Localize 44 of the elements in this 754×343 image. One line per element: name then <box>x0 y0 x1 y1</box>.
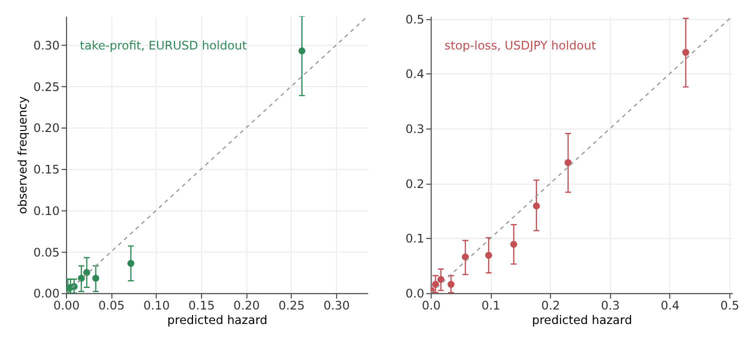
x-tick-label: 0.20 <box>233 298 260 312</box>
y-tick-label: 0.4 <box>406 67 424 82</box>
point <box>92 274 100 282</box>
x-tick-label: 0.4 <box>660 298 680 312</box>
y-tick-label: 0.1 <box>406 232 424 246</box>
point <box>682 48 690 56</box>
x-tick-label: 0.30 <box>323 298 350 312</box>
point <box>532 202 540 210</box>
y-tick-label: 0.0 <box>406 286 424 301</box>
point <box>485 252 492 259</box>
y-tick-label: 0.25 <box>33 80 60 94</box>
annotation: stop-loss, USDJPY holdout <box>444 38 596 53</box>
y-tick-label: 0.15 <box>33 162 60 177</box>
x-tick-label: 0.10 <box>143 298 170 312</box>
x-tick-label: 0.0 <box>422 298 441 312</box>
point <box>510 240 518 248</box>
x-axis-title: predicted hazard <box>167 313 268 328</box>
y-tick-label: 0.30 <box>33 38 60 53</box>
x-axis-title: predicted hazard <box>532 313 632 328</box>
annotation: take-profit, EURUSD holdout <box>80 38 248 53</box>
y-tick-label: 0.20 <box>33 121 60 136</box>
point <box>448 280 455 288</box>
y-axis-title: observed frequency <box>15 96 30 214</box>
x-tick-label: 0.05 <box>98 298 125 312</box>
y-tick-label: 0.00 <box>33 286 60 301</box>
y-tick-label: 0.5 <box>406 12 424 26</box>
y-tick-label: 0.3 <box>406 122 424 136</box>
y-tick-label: 0.10 <box>33 204 60 218</box>
x-tick-label: 0.3 <box>600 298 620 312</box>
point <box>564 159 572 166</box>
x-tick-label: 0.15 <box>188 298 215 312</box>
x-tick-label: 0.25 <box>278 298 305 312</box>
point <box>83 269 90 276</box>
y-tick-label: 0.2 <box>406 176 424 191</box>
point <box>432 280 439 288</box>
point <box>462 253 469 260</box>
x-tick-label: 0.2 <box>541 298 560 312</box>
x-tick-label: 0.1 <box>482 298 500 312</box>
x-tick-label: 0.00 <box>53 298 80 312</box>
point <box>127 260 134 267</box>
point <box>298 47 306 54</box>
y-tick-label: 0.05 <box>33 245 60 260</box>
x-tick-label: 0.5 <box>720 298 740 312</box>
point <box>437 276 444 283</box>
